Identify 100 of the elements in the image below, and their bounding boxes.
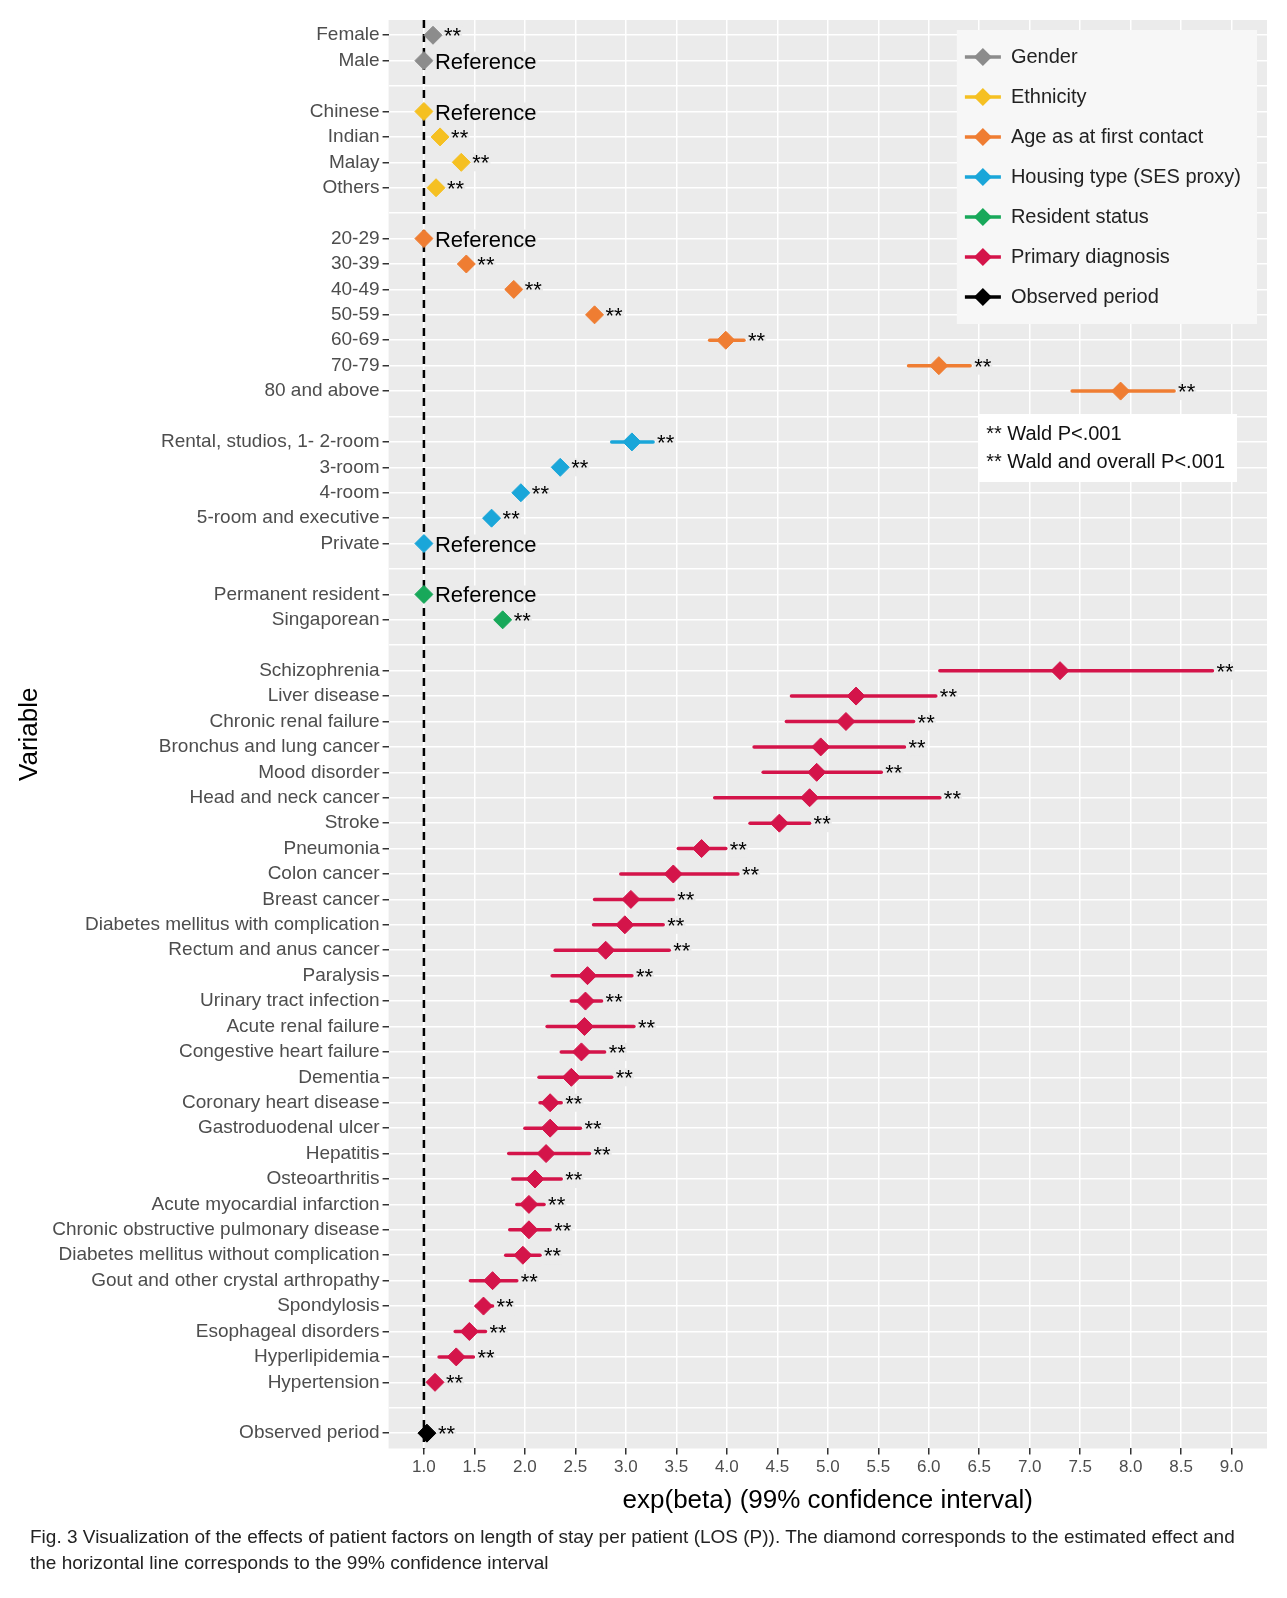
annotation: ** (593, 1141, 612, 1167)
y-tick-label: Female (316, 23, 380, 45)
y-tick-label: Chinese (309, 99, 380, 121)
annotation: Reference (434, 531, 537, 557)
y-tick-label: Urinary tract infection (200, 989, 380, 1011)
annotation: ** (747, 328, 766, 354)
y-tick-label: Paralysis (302, 963, 380, 985)
annotation: ** (605, 302, 624, 328)
x-tick-label: 1.0 (412, 1457, 436, 1477)
y-tick-label: Singaporean (271, 608, 380, 630)
y-tick-label: Rental, studios, 1- 2-room (160, 430, 380, 452)
y-tick-label: Mood disorder (258, 760, 381, 782)
y-tick-label: Others (322, 175, 380, 197)
annotation: ** (657, 429, 675, 455)
y-tick-label: Acute renal failure (226, 1014, 380, 1036)
y-tick-label: Rectum and anus cancer (168, 938, 381, 960)
y-tick-label: Liver disease (267, 684, 380, 706)
annotation: ** (548, 1192, 566, 1218)
y-tick-label: Observed period (239, 1421, 380, 1443)
annotation: ** (446, 1370, 464, 1396)
annotation: ** Wald P<.001 (986, 421, 1122, 444)
annotation: ** (813, 811, 832, 837)
annotation: ** (544, 1243, 562, 1269)
y-tick-label: Osteoarthritis (266, 1167, 380, 1189)
x-tick-label: 4.0 (715, 1457, 739, 1477)
x-tick-label: 5.0 (815, 1457, 840, 1477)
x-tick-label: 7.5 (1068, 1457, 1093, 1477)
annotation: ** (605, 989, 624, 1015)
y-tick-label: Pneumonia (283, 836, 381, 858)
annotation: ** (444, 23, 462, 49)
annotation: ** (524, 277, 543, 303)
legend-label: Housing type (SES proxy) (1010, 164, 1242, 187)
y-tick-label: Chronic renal failure (209, 709, 380, 731)
y-tick-label: Diabetes mellitus without complication (58, 1243, 380, 1265)
annotation: ** (554, 1217, 572, 1243)
annotation: ** (635, 963, 654, 989)
y-tick-label: Breast cancer (262, 887, 381, 909)
legend-label: Ethnicity (1010, 84, 1087, 107)
annotation: ** (741, 862, 760, 888)
annotation: ** (1178, 379, 1196, 405)
x-tick-label: 7.0 (1017, 1457, 1042, 1477)
x-tick-label: 6.5 (967, 1457, 992, 1477)
annotation: ** (565, 1167, 583, 1193)
y-tick-label: Gout and other crystal arthropathy (91, 1268, 381, 1290)
annotation: ** (917, 709, 936, 735)
x-tick-label: 1.5 (462, 1457, 487, 1477)
y-tick-label: 4-room (319, 480, 380, 502)
annotation: ** (477, 1344, 495, 1370)
legend-label: Primary diagnosis (1010, 244, 1170, 267)
annotation: ** (472, 150, 490, 176)
y-tick-label: Head and neck cancer (189, 785, 381, 807)
y-tick-label: 80 and above (264, 379, 380, 401)
y-tick-label: Coronary heart disease (182, 1090, 380, 1112)
y-tick-label: Gastroduodenal ulcer (197, 1116, 381, 1138)
annotation: ** (584, 1116, 602, 1142)
y-tick-label: Hyperlipidemia (253, 1345, 380, 1367)
y-tick-label: Stroke (324, 811, 380, 833)
annotation: ** (1216, 658, 1235, 684)
annotation: Reference (434, 582, 537, 608)
annotation: ** (451, 124, 469, 150)
y-tick-label: Hypertension (267, 1370, 380, 1392)
x-tick-label: 2.5 (563, 1457, 588, 1477)
annotation: ** (477, 252, 495, 278)
y-tick-label: 60-69 (330, 328, 380, 350)
annotation: ** (939, 684, 958, 710)
y-tick-label: Dementia (298, 1065, 380, 1087)
x-axis-title: exp(beta) (99% confidence interval) (622, 1483, 1034, 1514)
caption: Fig. 3 Visualization of the effects of patient factors on length of stay per patient (LOS (P)). The diamond corresponds to the estimated effect and the horizontal line corresponds to the 99% confidence interval (30, 1525, 1236, 1575)
annotation: ** (677, 887, 695, 913)
annotation: ** (437, 1421, 456, 1447)
y-tick-label: 5-room and executive (196, 506, 380, 528)
x-tick-label: 8.5 (1169, 1457, 1193, 1477)
annotation: ** (637, 1014, 656, 1040)
annotation: ** (531, 480, 550, 506)
x-tick-label: 5.5 (866, 1457, 891, 1477)
y-tick-label: Esophageal disorders (195, 1319, 380, 1341)
y-tick-label: Hepatitis (305, 1141, 380, 1163)
annotation: ** (496, 1294, 515, 1320)
annotation: ** (502, 506, 521, 532)
y-tick-label: 20-29 (330, 226, 380, 248)
y-tick-label: Indian (327, 125, 380, 147)
annotation: Reference (434, 48, 537, 74)
x-tick-label: 8.0 (1118, 1457, 1143, 1477)
legend-label: Resident status (1010, 204, 1149, 227)
annotation: ** (943, 785, 962, 811)
legend-label: Age as at first contact (1010, 124, 1204, 147)
y-tick-label: Permanent resident (213, 582, 381, 604)
x-tick-label: 3.5 (664, 1457, 689, 1477)
annotation: ** (885, 760, 903, 786)
annotation: ** (489, 1319, 508, 1345)
annotation: ** (447, 175, 465, 201)
annotation: ** (908, 734, 927, 760)
y-tick-label: 30-39 (330, 252, 380, 274)
y-tick-label: 3-room (319, 455, 380, 477)
annotation: ** (565, 1090, 583, 1116)
y-tick-label: Colon cancer (267, 862, 381, 884)
y-tick-label: Private (320, 531, 380, 553)
annotation: ** (667, 912, 685, 938)
y-tick-label: Male (338, 48, 380, 70)
y-tick-label: 50-59 (330, 303, 380, 325)
